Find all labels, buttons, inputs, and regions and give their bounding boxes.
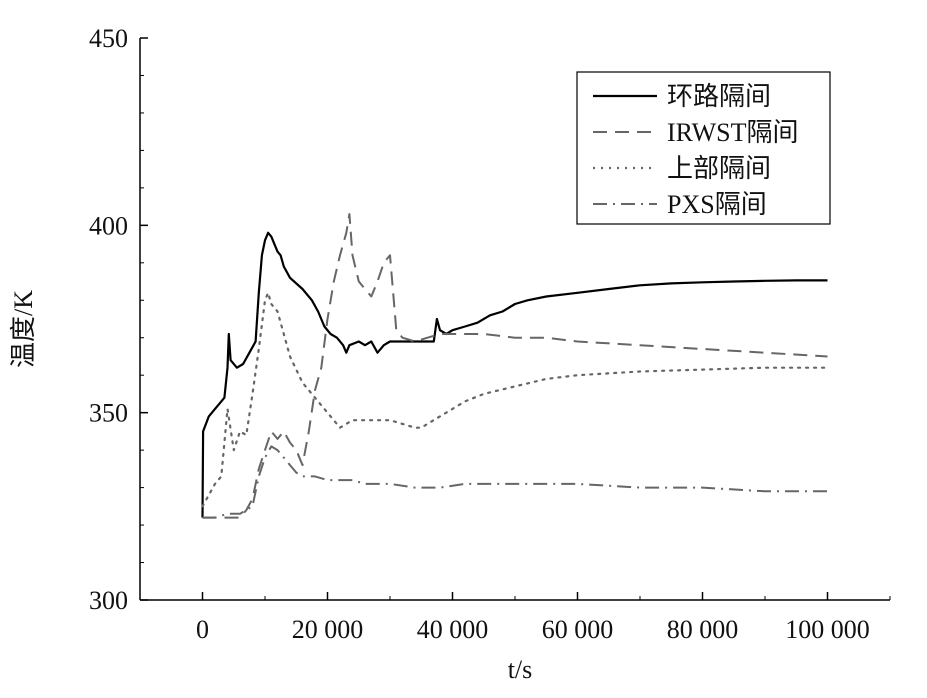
x-tick-label: 20 000 [292,615,364,644]
ticks: 300 350 400 450 0 20 000 40 000 60 000 80 000 100… [89,24,891,644]
x-tick-label: 0 [196,615,209,644]
y-tick-label: 400 [89,211,128,240]
series-line-0 [201,231,828,518]
legend-label-0: 环路隔间 [667,82,771,111]
x-axis-title: t/s [508,655,533,684]
y-tick-label: 450 [89,24,128,53]
series-lines [201,213,829,519]
x-tick-label: 40 000 [417,615,489,644]
y-tick-label: 300 [89,586,128,615]
x-tick-label: 60 000 [542,615,614,644]
series-line-2 [201,291,829,508]
legend-box [576,71,831,225]
series-line-3 [202,445,828,519]
legend-label-2: 上部隔间 [667,154,771,183]
y-tick-label: 350 [89,399,128,428]
series-line-1 [202,213,828,519]
legend-label-1: IRWST隔间 [667,118,798,147]
x-tick-label: 100 000 [785,615,870,644]
y-axis-title: 温度/K [9,290,38,368]
legend-label-3: PXS隔间 [667,190,767,219]
x-tick-label: 80 000 [667,615,739,644]
